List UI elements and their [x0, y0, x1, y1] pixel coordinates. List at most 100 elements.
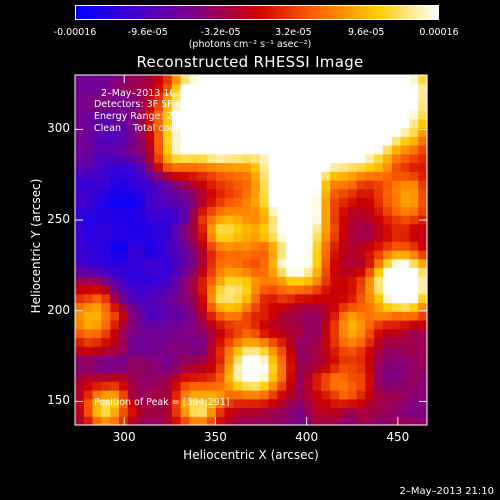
heatmap-cell [286, 285, 296, 295]
heatmap-cell [268, 180, 278, 190]
heatmap-cell [339, 162, 349, 172]
heatmap-cell [145, 250, 155, 260]
heatmap-cell [110, 328, 120, 339]
heatmap-cell [92, 355, 102, 365]
heatmap-cell [119, 215, 129, 225]
heatmap-cell [321, 320, 331, 330]
heatmap-cell [119, 355, 129, 365]
heatmap-cell [356, 320, 366, 330]
heatmap-cell [286, 355, 296, 365]
heatmap-cell [295, 215, 305, 225]
heatmap-cell [330, 407, 340, 417]
heatmap-cell [127, 390, 138, 400]
heatmap-cell [233, 372, 243, 382]
heatmap-cell [347, 346, 358, 356]
heatmap-cell [347, 232, 358, 242]
heatmap-cell [418, 110, 428, 120]
heatmap-cell [207, 285, 217, 295]
heatmap-cell [154, 127, 164, 137]
heatmap-cell [198, 372, 208, 382]
heatmap-cell [383, 215, 393, 225]
heatmap-cell [356, 363, 366, 374]
heatmap-cell [347, 223, 358, 234]
heatmap-cell [391, 250, 402, 260]
heatmap-cell [321, 276, 331, 286]
heatmap-cell [75, 171, 85, 181]
heatmap-cell [110, 101, 120, 111]
heatmap-cell [391, 355, 402, 365]
heatmap-cell [180, 416, 190, 426]
heatmap-cell [189, 118, 199, 129]
heatmap-cell [101, 416, 111, 426]
heatmap-cell [189, 232, 199, 242]
heatmap-cell [339, 398, 349, 409]
heatmap-cell [215, 232, 226, 242]
heatmap-cell [312, 267, 322, 277]
heatmap-cell [303, 363, 314, 374]
heatmap-cell [92, 101, 102, 111]
heatmap-cell [391, 127, 402, 137]
heatmap-cell [286, 363, 296, 374]
heatmap-cell [374, 101, 384, 111]
heatmap-cell [154, 258, 164, 269]
heatmap-cell [233, 320, 243, 330]
heatmap-cell [268, 398, 278, 409]
heatmap-cell [83, 381, 94, 391]
heatmap-cell [233, 206, 243, 216]
heatmap-cell [127, 416, 138, 426]
colorbar-tick-label: 0.00016 [419, 27, 459, 38]
heatmap-cell [356, 162, 366, 172]
heatmap-cell [119, 328, 129, 339]
heatmap-cell [303, 258, 314, 269]
heatmap-cell [101, 311, 111, 321]
heatmap-cell [286, 75, 296, 85]
heatmap-cell [259, 180, 270, 190]
heatmap-cell [75, 118, 85, 129]
heatmap-cell [207, 232, 217, 242]
heatmap-cell [409, 197, 419, 207]
heatmap-cell [295, 171, 305, 181]
heatmap-cell [356, 346, 366, 356]
heatmap-cell [110, 197, 120, 207]
heatmap-cell [101, 188, 111, 199]
heatmap-cell [383, 127, 393, 137]
heatmap-cell [286, 92, 296, 102]
heatmap-cell [286, 171, 296, 181]
heatmap-cell [330, 92, 340, 102]
heatmap-cell [136, 127, 146, 137]
heatmap-cell [391, 215, 402, 225]
heatmap-cell [180, 162, 190, 172]
heatmap-cell [303, 136, 314, 146]
heatmap-cell [83, 320, 94, 330]
heatmap-cell [330, 215, 340, 225]
heatmap-cell [207, 267, 217, 277]
heatmap-cell [127, 267, 138, 277]
heatmap-cell [347, 101, 358, 111]
heatmap-cell [207, 337, 217, 347]
heatmap-cell [268, 390, 278, 400]
heatmap-cell [127, 223, 138, 234]
heatmap-cell [101, 258, 111, 269]
heatmap-cell [286, 328, 296, 339]
heatmap-cell [119, 311, 129, 321]
heatmap-cell [180, 110, 190, 120]
heatmap-cell [110, 416, 120, 426]
heatmap-cell [127, 372, 138, 382]
heatmap-cell [154, 267, 164, 277]
heatmap-cell [136, 320, 146, 330]
heatmap-cell [268, 355, 278, 365]
heatmap-cell [154, 390, 164, 400]
heatmap-cell [207, 363, 217, 374]
heatmap-cell [400, 267, 410, 277]
heatmap-cell [312, 346, 322, 356]
heatmap-cell [268, 267, 278, 277]
heatmap-cell [242, 101, 252, 111]
heatmap-cell [303, 320, 314, 330]
heatmap-cell [259, 407, 270, 417]
heatmap-cell [207, 258, 217, 269]
heatmap-cell [251, 197, 261, 207]
x-tick-label: 450 [386, 430, 410, 444]
heatmap-cell [303, 180, 314, 190]
heatmap-cell [365, 223, 375, 234]
heatmap-cell [154, 197, 164, 207]
